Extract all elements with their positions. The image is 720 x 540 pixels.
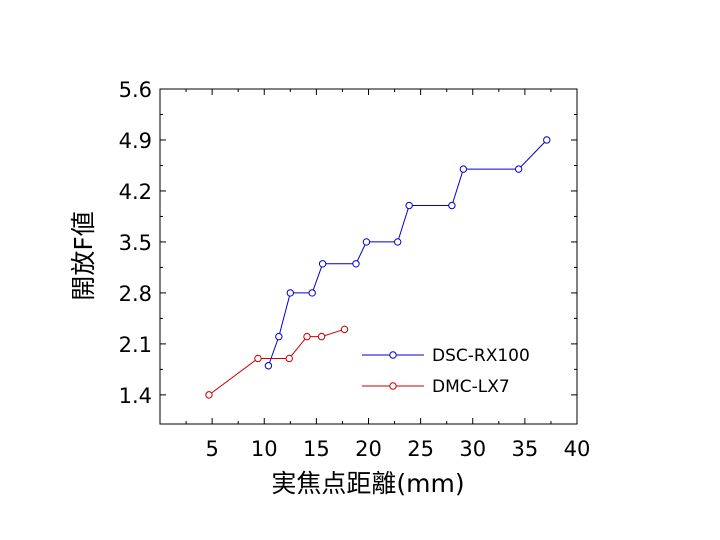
data-point [448,201,456,210]
data-point [514,165,523,173]
x-tick-label: 40 [564,437,591,461]
x-tick-label: 35 [512,437,539,461]
data-point [286,289,295,297]
data-point [317,332,326,341]
y-tick-label: 5.6 [119,78,152,102]
data-point [275,332,283,341]
x-axis-title: 実焦点距離(mm) [271,469,464,498]
plot-border [159,88,578,425]
data-point [393,238,402,246]
data-point [308,289,316,297]
series-group [205,136,551,399]
legend-marker [389,351,397,359]
y-tick-label: 2.8 [119,282,152,306]
series-line [208,328,345,396]
x-tick-label: 20 [355,437,382,461]
legend-item: DSC-RX100 [362,346,530,366]
legend-label: DSC-RX100 [432,346,530,366]
data-point [254,354,262,363]
data-point [459,165,468,173]
x-tick-label: 5 [205,437,218,461]
legend-item: DMC-LX7 [362,377,510,397]
plot-frame [159,88,578,425]
series-line [267,139,548,366]
axis-ticks [160,88,578,424]
series-dmc-lx7 [205,325,349,399]
series-dsc-rx100 [264,136,551,370]
x-tick-label: 10 [251,437,278,461]
x-tick-labels: 5 10 15 20 25 30 35 40 [205,437,590,461]
y-tick-label: 4.9 [119,129,152,153]
data-point [303,332,311,341]
y-tick-label: 2.1 [119,333,152,357]
data-point [543,136,551,144]
x-tick-label: 25 [407,437,434,461]
data-point [205,391,213,399]
y-tick-label: 1.4 [119,384,152,408]
data-point [362,238,371,246]
y-tick-labels: 1.4 2.1 2.8 3.5 4.2 4.9 5.6 [119,78,152,408]
legend: DSC-RX100 DMC-LX7 [362,346,530,397]
x-tick-label: 30 [459,437,486,461]
y-tick-label: 4.2 [119,180,152,204]
legend-marker [389,382,397,390]
data-point [405,201,413,210]
data-point [340,325,349,334]
y-tick-label: 3.5 [119,231,152,255]
data-point [352,260,360,268]
data-point [318,260,327,268]
data-point [285,354,293,363]
data-point [264,362,273,370]
x-tick-label: 15 [303,437,330,461]
y-axis-title: 開放F値 [69,211,98,300]
legend-label: DMC-LX7 [432,377,510,397]
